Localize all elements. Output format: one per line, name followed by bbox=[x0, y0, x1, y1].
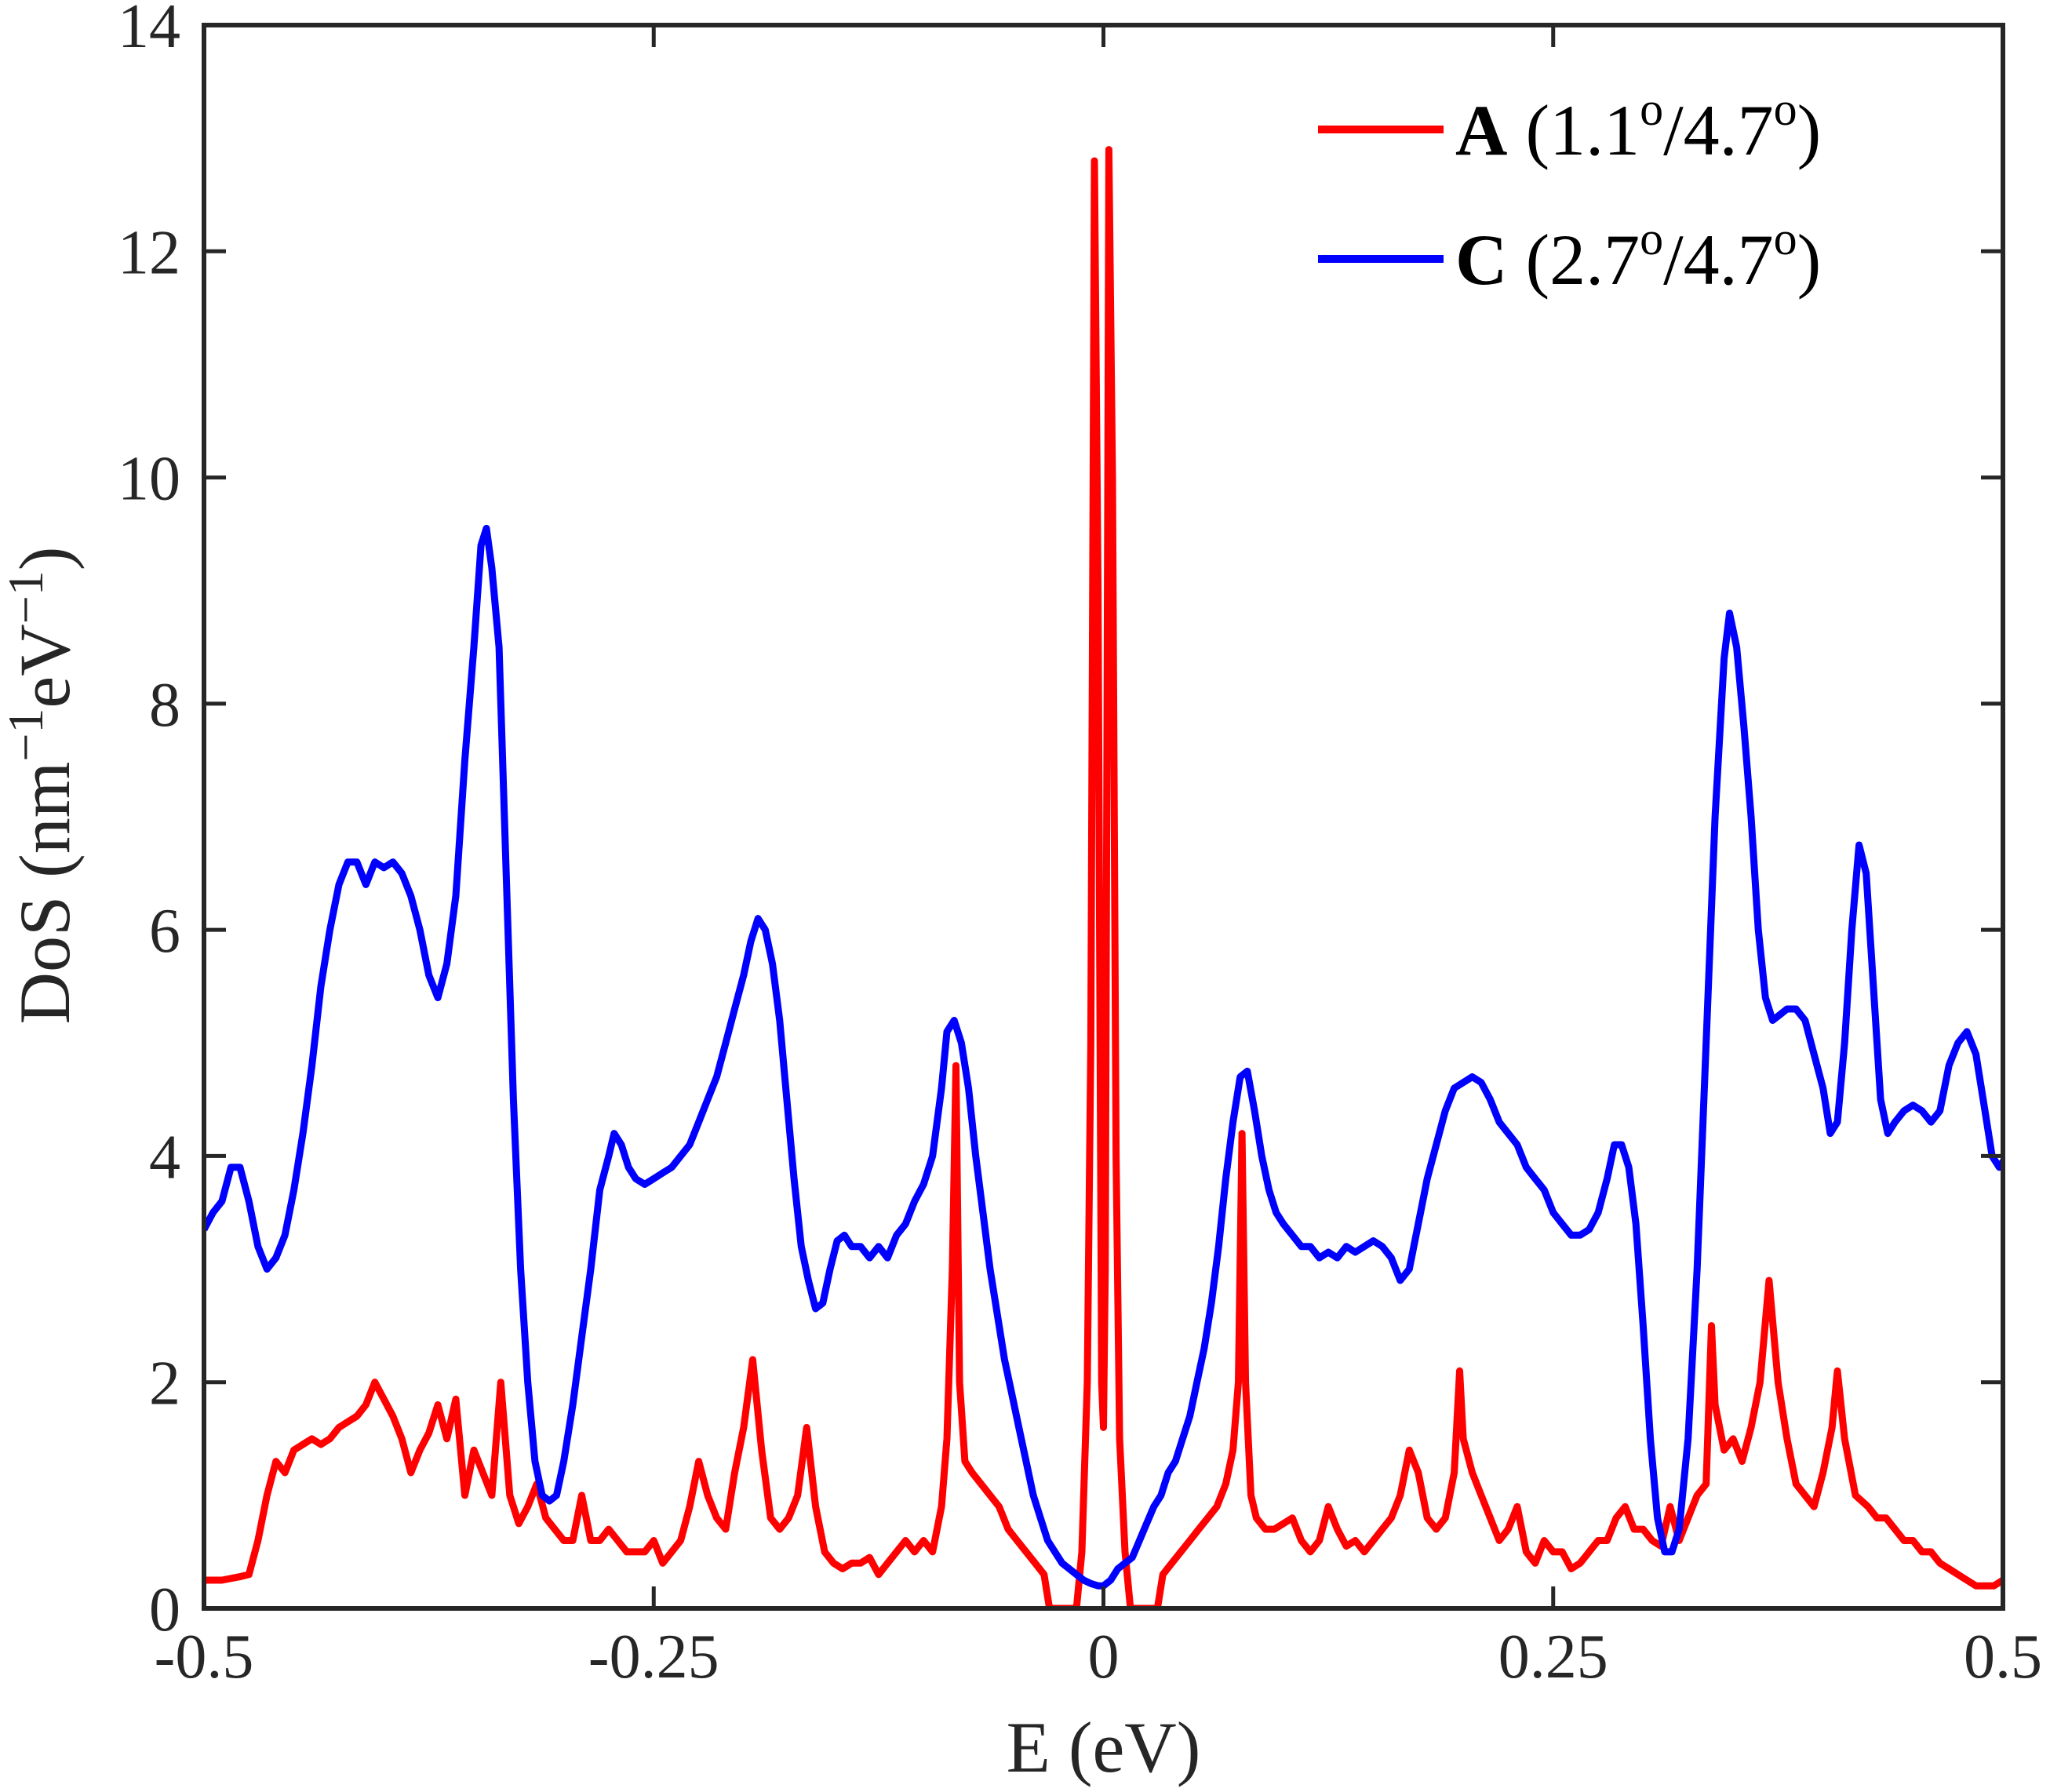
y-tick-label: 4 bbox=[149, 1123, 180, 1192]
y-tick-label: 8 bbox=[149, 671, 180, 740]
x-axis-label: E (eV) bbox=[1007, 1707, 1201, 1787]
y-tick-label: 2 bbox=[149, 1349, 180, 1419]
y-axis-label: DoS (nm−1eV−1) bbox=[0, 547, 85, 1025]
y-axis-label-part: DoS (nm bbox=[5, 762, 85, 1025]
y-tick-label: 12 bbox=[118, 218, 180, 287]
x-tick-label: 0 bbox=[1088, 1623, 1120, 1692]
legend: A (1.1o/4.7o) C (2.7o/4.7o) bbox=[1318, 83, 1821, 300]
y-axis-label-sup: −1 bbox=[0, 708, 53, 762]
legend-label-a: A (1.1o/4.7o) bbox=[1455, 83, 1821, 170]
series-layer bbox=[204, 146, 2003, 1608]
y-tick-label: 14 bbox=[118, 0, 180, 61]
y-axis-label-sup: −1 bbox=[0, 570, 53, 624]
x-tick-label: -0.25 bbox=[588, 1623, 719, 1692]
y-tick-label: 10 bbox=[118, 445, 180, 514]
x-tick-label: 0.5 bbox=[1964, 1623, 2042, 1692]
y-axis-label-part: eV bbox=[5, 624, 85, 708]
legend-label-c: C (2.7o/4.7o) bbox=[1455, 213, 1821, 300]
x-tick-label: 0.25 bbox=[1498, 1623, 1608, 1692]
y-tick-label: 0 bbox=[149, 1575, 180, 1644]
series-line-c bbox=[204, 524, 2003, 1590]
x-tick-label: -0.5 bbox=[155, 1623, 254, 1692]
series-line-a bbox=[204, 146, 2003, 1608]
y-tick-label: 6 bbox=[149, 897, 180, 966]
y-axis-label-part: ) bbox=[5, 547, 85, 571]
ticks-layer: -0.5 -0.25 0 0.25 0.5 0 2 4 6 8 10 12 14 bbox=[118, 0, 2042, 1692]
